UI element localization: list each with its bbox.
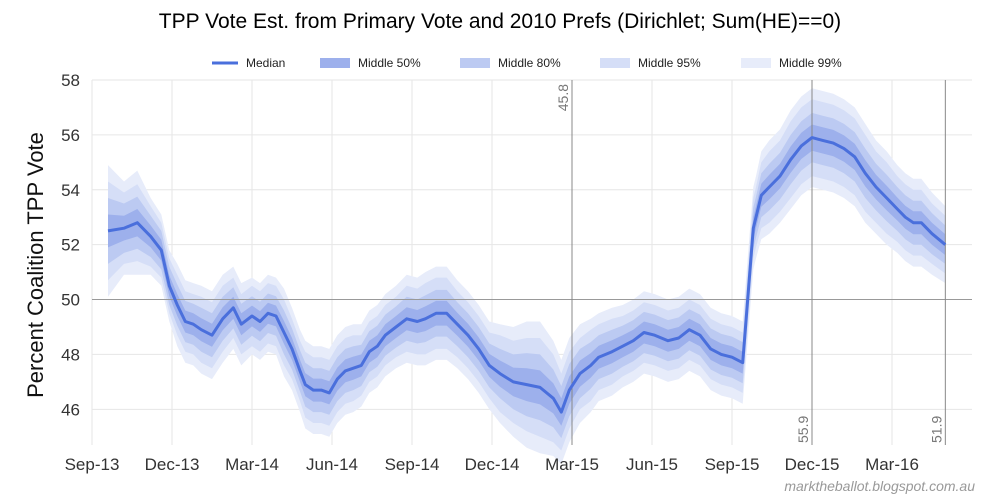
legend: Median Middle 50% Middle 80% Middle 95% Midd…	[212, 56, 842, 70]
y-tick-label: 52	[61, 236, 80, 255]
x-tick-label: Sep-14	[385, 455, 440, 474]
y-tick-label: 58	[61, 71, 80, 90]
median-line	[107, 136, 947, 414]
median-series	[107, 136, 947, 414]
y-tick-label: 46	[61, 400, 80, 419]
annotation-label: 45.8	[555, 84, 571, 111]
chart-title: TPP Vote Est. from Primary Vote and 2010…	[159, 10, 841, 33]
legend-label: Median	[246, 56, 285, 70]
credit-text: marktheballot.blogspot.com.au	[784, 478, 975, 494]
legend-swatch	[741, 58, 771, 68]
x-tick-label: Mar-16	[865, 455, 919, 474]
annotation-label: 55.9	[795, 416, 811, 443]
legend-swatch	[600, 58, 630, 68]
confidence-bands	[108, 88, 946, 465]
annotation-label: 51.9	[928, 416, 944, 443]
x-tick-label: Sep-15	[705, 455, 760, 474]
legend-swatch	[460, 58, 490, 68]
y-tick-label: 56	[61, 126, 80, 145]
legend-swatch	[320, 58, 350, 68]
legend-label: Middle 50%	[358, 56, 421, 70]
y-tick-label: 48	[61, 345, 80, 364]
band-middle-50-	[108, 124, 946, 426]
legend-label: Middle 99%	[779, 56, 842, 70]
y-tick-label: 54	[61, 181, 80, 200]
x-tick-label: Jun-14	[306, 455, 358, 474]
legend-label: Middle 95%	[638, 56, 701, 70]
x-tick-labels: Sep-13 Dec-13 Mar-14 Jun-14 Sep-14 Dec-14 Mar-…	[65, 455, 919, 474]
y-tick-labels: 46 48 50 52 54 56 58	[61, 71, 80, 419]
x-tick-label: Dec-13	[145, 455, 200, 474]
x-tick-label: Jun-15	[626, 455, 678, 474]
x-tick-label: Dec-15	[785, 455, 840, 474]
x-tick-label: Mar-14	[225, 455, 279, 474]
y-tick-label: 50	[61, 291, 80, 310]
annotations: 45.8 55.9 51.9	[555, 84, 944, 443]
x-tick-label: Mar-15	[545, 455, 599, 474]
x-tick-label: Sep-13	[65, 455, 120, 474]
x-tick-label: Dec-14	[465, 455, 520, 474]
legend-label: Middle 80%	[498, 56, 561, 70]
y-axis-label: Percent Coalition TPP Vote	[23, 132, 48, 398]
